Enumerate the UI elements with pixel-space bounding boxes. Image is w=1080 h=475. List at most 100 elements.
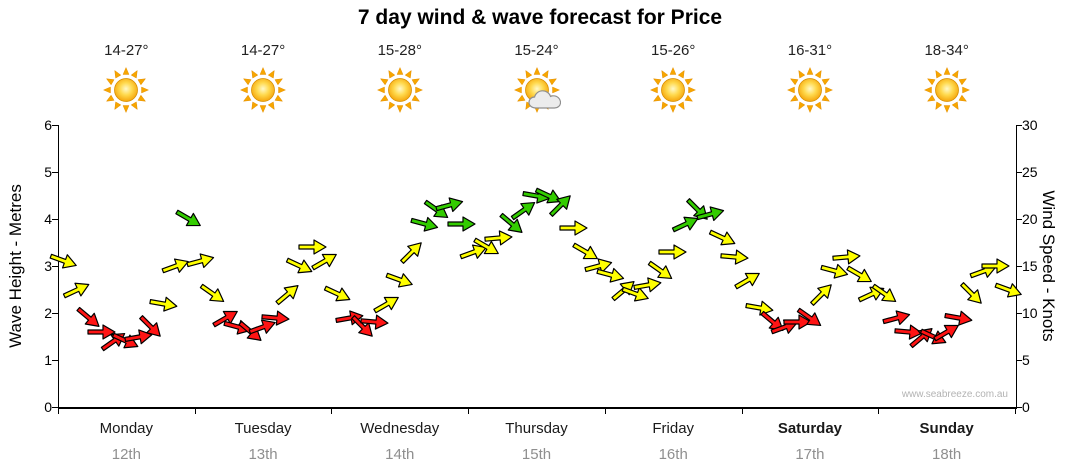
wind-arrow-icon	[894, 322, 925, 343]
wind-arrow-icon	[370, 288, 405, 319]
wind-arrow-icon	[283, 252, 318, 281]
wind-arrow-icon	[992, 276, 1026, 303]
wind-arrow-icon	[720, 246, 751, 267]
wind-arrow-icon	[271, 278, 306, 311]
wind-arrow-icon	[359, 312, 390, 333]
wind-arrow-icon	[298, 238, 328, 256]
sun-disc	[798, 78, 822, 102]
wind-arrow-icon	[782, 313, 813, 331]
wind-arrow-icon	[159, 252, 193, 279]
wind-arrow-icon	[559, 219, 589, 237]
day-name: Wednesday	[360, 420, 440, 437]
wind-arrow-icon	[706, 223, 741, 252]
x-axis-tick	[604, 409, 606, 414]
wind-arrow-icon	[668, 209, 703, 238]
sun-icon	[650, 66, 697, 114]
y-axis-label-right: 30	[1022, 117, 1038, 133]
sun-rays	[923, 66, 970, 114]
wind-arrow-icon	[917, 322, 952, 351]
wind-arrow-icon	[694, 202, 728, 227]
sun-disc	[251, 78, 275, 102]
wind-arrow-icon	[47, 248, 81, 275]
wind-arrow-icon	[880, 305, 914, 330]
y-axis-tick-left	[52, 266, 58, 267]
wind-arrow-icon	[582, 253, 616, 278]
sun-rays	[786, 66, 833, 114]
wind-arrow-icon	[383, 267, 417, 294]
day-date: 15th	[521, 446, 552, 463]
wind-arrow-icon	[134, 310, 168, 344]
sun-icon	[376, 66, 423, 114]
wind-arrow-icon	[842, 260, 877, 291]
wind-arrow-icon	[619, 281, 653, 308]
wind-arrow-icon	[818, 258, 852, 283]
y-axis-tick-right	[1016, 266, 1022, 267]
y-axis-label-right: 5	[1022, 352, 1030, 368]
y-axis-label-left: 4	[44, 211, 52, 227]
sun-rays	[103, 66, 150, 114]
temperature-range: 14-27°	[104, 42, 149, 59]
sun-rays	[240, 66, 287, 114]
left-axis-title: Wave Height - Metres	[6, 184, 25, 348]
y-axis-tick-left	[52, 219, 58, 220]
y-axis-tick-right	[1016, 407, 1022, 408]
wind-arrow-icon	[955, 277, 989, 311]
y-axis-label-left: 5	[44, 164, 52, 180]
wind-arrow-icon	[569, 237, 604, 268]
y-axis-label-right: 15	[1022, 258, 1038, 274]
day-name: Tuesday	[234, 420, 292, 437]
sun-rays	[376, 66, 423, 114]
temperature-range: 14-27°	[240, 42, 286, 59]
watermark: www.seabreeze.com.au	[901, 389, 1008, 400]
y-axis-tick-right	[1016, 172, 1022, 173]
wind-arrow-icon	[457, 238, 491, 265]
temperature-range: 18-34°	[924, 42, 969, 59]
wind-arrow-icon	[929, 317, 964, 348]
y-axis-tick-right	[1016, 313, 1022, 314]
wind-arrow-icon	[507, 194, 542, 226]
y-axis-tick-left	[52, 313, 58, 314]
day-date: 18th	[932, 446, 962, 463]
temperature-range: 15-28°	[377, 42, 422, 59]
wind-arrow-icon	[346, 310, 380, 344]
y-axis-tick-left	[52, 172, 58, 173]
wind-arrow-icon	[59, 275, 94, 304]
wind-arrow-icon	[730, 265, 765, 296]
sun-disc	[114, 78, 139, 102]
wind-arrow-icon	[943, 306, 976, 329]
y-axis-tick-right	[1016, 125, 1022, 126]
x-axis-tick	[58, 409, 59, 414]
y-axis-tick-right	[1016, 360, 1022, 361]
wind-arrow-icon	[792, 302, 827, 334]
day-name: Sunday	[919, 420, 974, 437]
y-axis-label-right: 20	[1022, 211, 1038, 227]
y-axis-label-right: 10	[1022, 305, 1038, 321]
wind-arrow-icon	[643, 255, 678, 287]
x-axis-tick	[331, 409, 333, 414]
wind-arrow-icon	[395, 235, 429, 269]
sun-rays	[650, 66, 697, 114]
x-axis-tick	[878, 409, 880, 414]
sun-cloud-icon	[513, 66, 561, 114]
sun-disc	[934, 78, 959, 102]
y-axis-tick-left	[52, 407, 58, 408]
y-axis-label-left: 6	[44, 117, 52, 133]
x-axis-tick	[741, 409, 743, 414]
sun-disc	[661, 78, 686, 102]
y-axis-label-left: 0	[44, 399, 52, 415]
wind-arrow-icon	[469, 232, 504, 263]
x-axis-tick	[194, 409, 196, 414]
y-axis-label-right: 25	[1022, 164, 1038, 180]
chart-title: 7 day wind & wave forecast for Price	[357, 6, 723, 29]
wind-arrow-icon	[831, 246, 862, 267]
day-date: 17th	[795, 446, 825, 463]
wind-arrow-icon	[184, 249, 218, 274]
sun-icon	[103, 66, 150, 114]
wind-arrow-icon	[246, 314, 280, 341]
wind-arrow-icon	[72, 301, 107, 334]
day-date: 14th	[385, 446, 415, 463]
x-axis-tick	[1015, 409, 1016, 414]
temperature-range: 15-24°	[514, 42, 559, 59]
wind-arrow-icon	[658, 243, 688, 261]
